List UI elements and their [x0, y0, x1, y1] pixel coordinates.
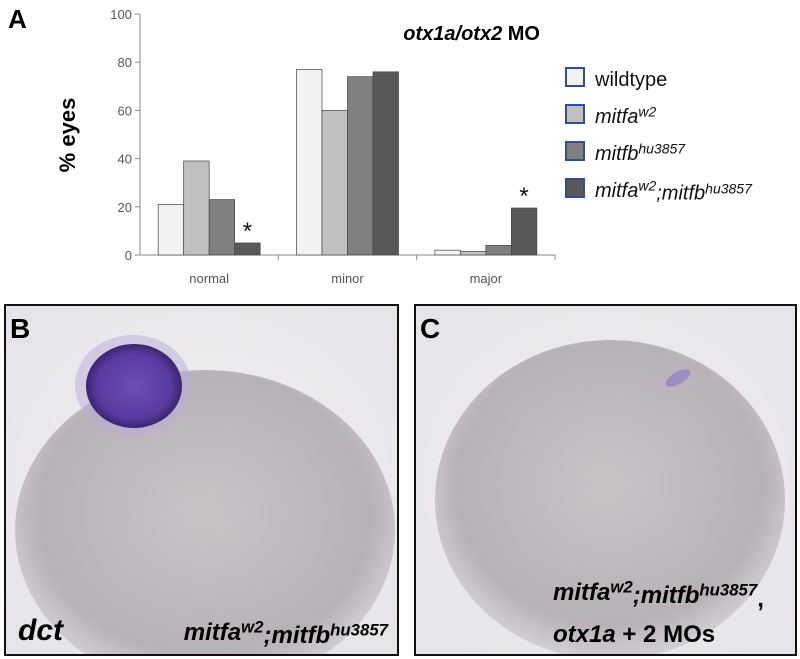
panel-caption: dct: [18, 614, 65, 647]
panel-label: A: [8, 4, 27, 34]
panel-label: C: [420, 313, 440, 344]
bar: [234, 242, 261, 256]
text-segment: mitfa: [553, 579, 610, 606]
bar: [485, 245, 512, 256]
panel-caption: mitfaw2;mitfbhu3857: [184, 617, 389, 649]
panel-c-image: [416, 306, 795, 654]
panel-c-frame: [414, 304, 797, 656]
bar: [434, 249, 461, 256]
bar: [296, 69, 323, 256]
text-segment: w2: [241, 617, 264, 636]
text-segment: mitfa: [595, 180, 638, 202]
x-tick-label: major: [470, 271, 503, 286]
bar: [459, 251, 487, 256]
y-tick-label: 40: [118, 152, 132, 167]
panel-b-frame: [4, 304, 399, 656]
text-segment: mitfa: [595, 106, 638, 128]
text-segment: mitfb: [595, 143, 638, 165]
y-tick-label: 60: [118, 103, 132, 118]
text-segment: ;mitfb: [633, 582, 700, 609]
bar: [510, 207, 538, 256]
chart-title: otx1a/otx2 MO: [403, 23, 540, 45]
y-tick-label: 80: [118, 55, 132, 70]
y-tick-label: 0: [125, 248, 132, 263]
panel-caption: otx1a + 2 MOs: [553, 621, 715, 648]
bar: [208, 199, 236, 256]
annotation: *: [519, 183, 528, 210]
legend-swatch: [565, 104, 585, 124]
x-tick-label: minor: [331, 271, 364, 286]
legend-label: mitfaw2: [595, 104, 656, 128]
y-tick-label: 20: [118, 200, 132, 215]
legend-label: mitfaw2;mitfbhu3857: [595, 178, 753, 205]
text-segment: otx1a: [553, 621, 616, 648]
text-segment: wildtype: [594, 69, 667, 91]
text-segment: ,: [757, 585, 764, 612]
legend-swatch: [565, 178, 585, 198]
bar: [157, 204, 185, 256]
legend-swatch: [565, 67, 585, 87]
text-segment: hu3857: [705, 180, 753, 196]
y-axis-label: % eyes: [55, 98, 80, 173]
text-segment: mitfa: [184, 619, 241, 646]
text-segment: hu3857: [330, 621, 389, 640]
legend-label: mitfbhu3857: [595, 141, 686, 165]
text-segment: + 2 MOs: [616, 621, 715, 648]
bar: [183, 160, 210, 256]
text-segment: dct: [18, 614, 65, 647]
legend-swatch: [565, 141, 585, 161]
annotation: *: [243, 218, 252, 245]
text-segment: w2: [638, 104, 656, 120]
bar: [372, 71, 399, 256]
text-segment: ;mitfb: [656, 183, 705, 205]
text-segment: otx1a/otx2: [403, 23, 502, 45]
text-segment: w2: [610, 577, 633, 596]
text-segment: MO: [502, 23, 540, 45]
text-segment: hu3857: [638, 141, 686, 157]
bar: [347, 76, 374, 256]
x-tick-label: normal: [189, 271, 229, 286]
legend-label: wildtype: [594, 69, 667, 91]
panel-label: B: [10, 313, 30, 344]
panel-b-image: [6, 306, 397, 654]
bar: [321, 110, 348, 256]
panel-caption: mitfaw2;mitfbhu3857,: [553, 577, 764, 612]
y-tick-label: 100: [110, 7, 132, 22]
text-segment: w2: [638, 178, 656, 194]
text-segment: ;mitfb: [264, 622, 331, 649]
text-segment: hu3857: [699, 581, 758, 600]
